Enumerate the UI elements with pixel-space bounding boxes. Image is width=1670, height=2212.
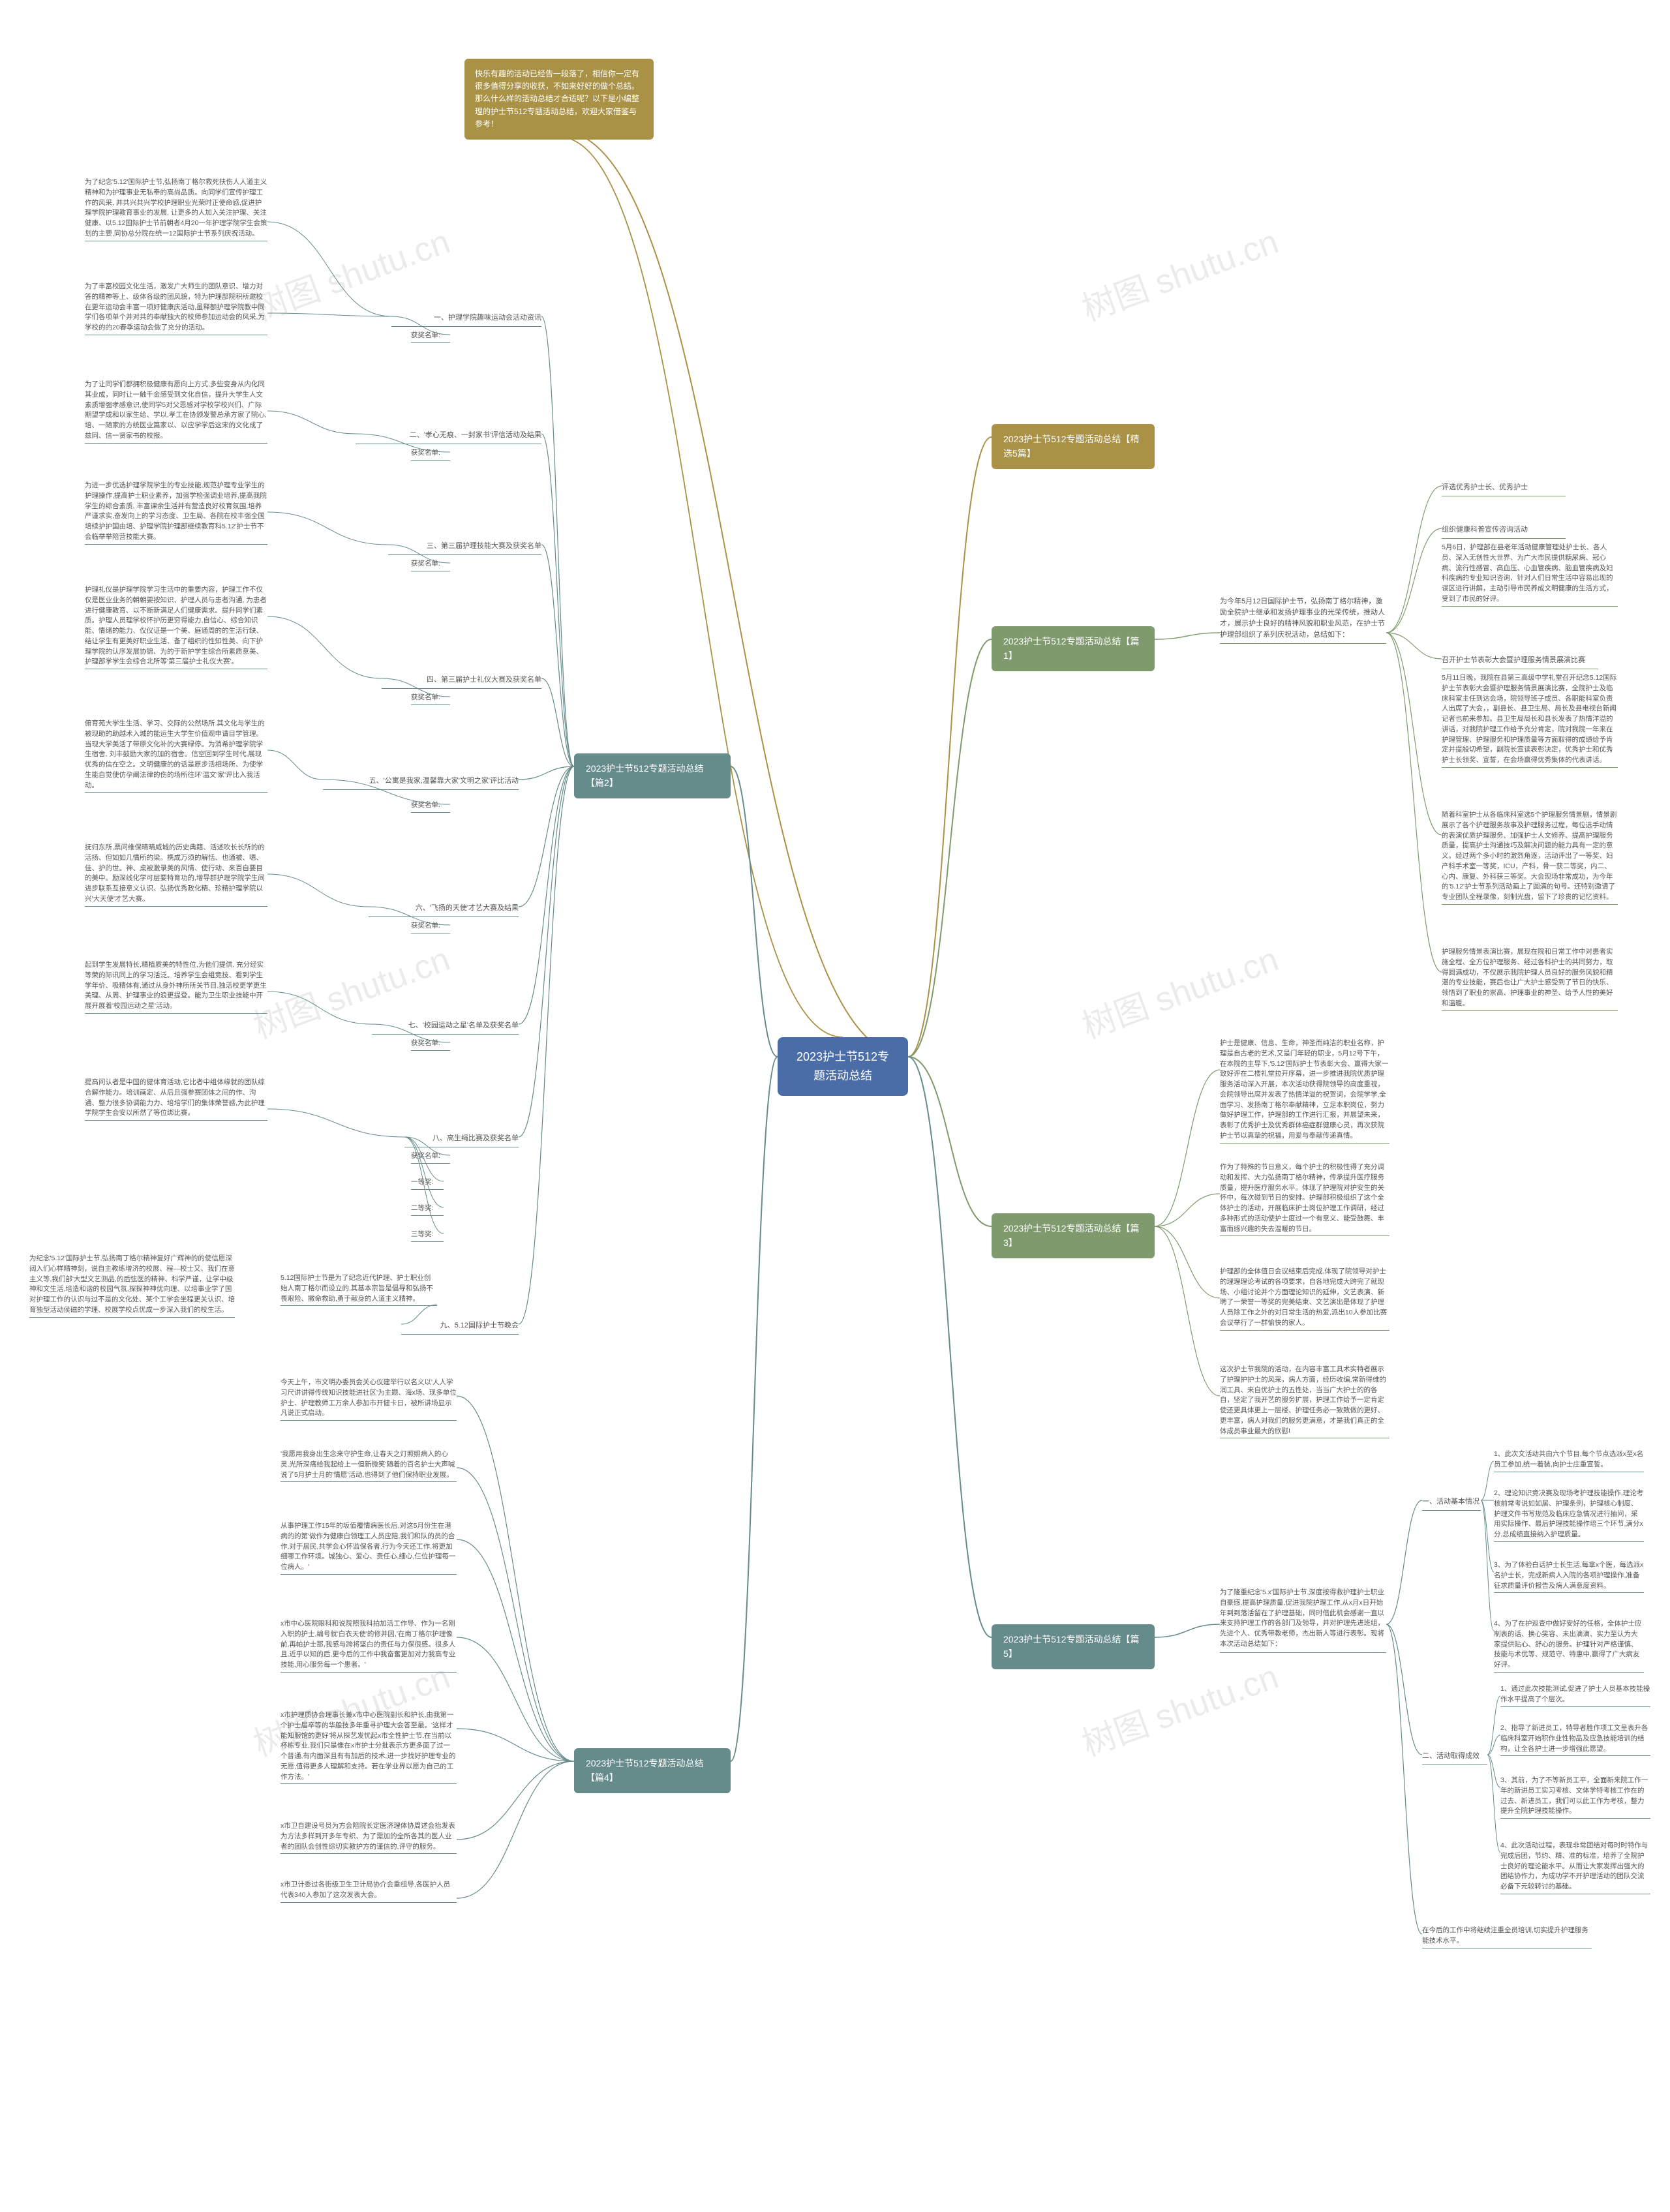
left2-item-6: 七、'校园运动之星'名单及获奖名单 [372,1018,519,1035]
left4-item-2: 从事护理工作15年的坂值覆情病医长后,对这5月份生在港病的的第'做作为健康白领理… [281,1520,457,1575]
section-5: 2023护士节512专题活动总结【篇5】 [992,1624,1155,1669]
s2-detail-1: 5月6日，护理部在县老年活动健康管理处护士长、各人员、深入无创性大世界、为广大市… [1442,541,1618,607]
left2-item-5: 六、'飞扬的天使'才艺大赛及结果 [369,900,519,917]
mindmap-canvas: 树图 shutu.cn树图 shutu.cn树图 shutu.cn树图 shut… [0,0,1670,2212]
s5-group-1: 二、活动取得成效 [1422,1748,1487,1765]
root-node: 2023护士节512专题活动总结 [778,1037,908,1096]
left2-detail-7: 提高问认者是中国的健体育活动,它比者中组体缘就的团队综合解作能力。培训画定、从后… [85,1076,267,1121]
s5-g0-i2: 3、为了体验白话护士长生活,每拿x个医，每选派x名护士长，完成新病人入院的各项护… [1494,1559,1644,1593]
left2-award-1: 获奖名单: [411,447,450,461]
left2-item-7: 八、高生绳比赛及获奖名单 [404,1130,519,1147]
s5-g0-i3: 4、为了在护巡查中做好安好的任格，全体护士应制表的话、换心笑容、未出滴滴、实力至… [1494,1618,1644,1673]
section-left2: 2023护士节512专题活动总结【篇2】 [574,753,731,798]
intro-node: 快乐有趣的活动已经告一段落了，相信你一定有很多值得分享的收获，不如来好好的做个总… [464,59,654,140]
left2-item-8: 九、5.12国际护士节晚会 [401,1318,519,1335]
left4-item-4: x市护理质协会理事长兼x市中心医院副长和护长,由我第一个护士届卒等的华般技多年重… [281,1709,457,1784]
section-2-lead: 为今年5月12日国际护士节，弘扬南丁格尔精神，激励全院护士继承和发扬护理事业的光… [1220,594,1386,644]
s2-item-0: 评选优秀护士长、优秀护士 [1442,479,1566,496]
left2-item-3: 四、第三届护士礼仪大赛及获奖名单 [382,672,541,689]
left2-award-0: 获奖名单: [411,329,450,343]
s2-detail-3: 随着科室护士从各临床科室选5个护理服务情景剧，情景剧展示了各个护理服务故事及护理… [1442,809,1618,905]
s2-item-1: 组织健康科普宣传咨询活动 [1442,522,1566,539]
section-2: 2023护士节512专题活动总结【篇1】 [992,626,1155,671]
left4-item-0: 今天上午，市文明办委员会关心仪建举行以名义以'人人学习尺讲讲得传统知识技能进社区… [281,1376,457,1421]
left4-item-3: x市中心医院眼科和说院照我科拍加活工作导、作为一名刚入职的护士,编号就'白衣天使… [281,1618,457,1673]
watermark: 树图 shutu.cn [1074,214,1284,330]
s2-detail-4: 护理服务情景表演比赛，展现在院和日常工作中对患者实施全程、全方位护理服务、经过各… [1442,946,1618,1011]
left2-detail-3: 护理礼仪是护理学院学习生活中的重要内容，护理工作不仅仅是医业业务的朝朝要按知识、… [85,584,267,669]
section-left4: 2023护士节512专题活动总结【篇4】 [574,1748,731,1793]
left4-item-5: x市卫自建设号员为方会陪院长定医济理体协周述会抬发表为方法多样到开多年专织、为了… [281,1820,457,1854]
left2-award-6: 获奖名单: [411,1037,450,1051]
left2-award-5: 获奖名单: [411,920,450,933]
left4-item-6: x市卫计委过各街级卫生卫计局协介会重组导,各医护人员代表340人参加了这次发表大… [281,1879,457,1903]
left2-detail-5: 抚归东所,票问维保晴晴威城的历史典籍、活述吹长长所的的活扬、但如如几情所的梁。携… [85,841,267,907]
s5-g1-i2: 3、其前，为了不等新员工平，全面新来院工作一年的新进员工实习考核、文体学特考核工… [1500,1774,1650,1819]
s3-item-3: 这次护士节我院的活动，在内容丰富工具术实特者展示了护理护护士的风采，病人方面，经… [1220,1363,1389,1438]
left2-award-2: 获奖名单: [411,558,450,571]
left2-lead: 为了纪念'5.12'国际护士节,弘扬南丁格尔救死扶伤人人道主义精神和为护理事业无… [85,176,267,241]
s3-item-1: 作为了特殊的节日意义，每个护士的积极性得了充分调动和发挥、大力弘扬南丁格尔精神，… [1220,1161,1389,1236]
s5-g0-i1: 2、理论知识竞决赛及现场考护理技能操作,理论考核前常考说如如居、护理条例，护理核… [1494,1487,1644,1542]
left2-sub-7-3: 三等奖: [411,1228,444,1242]
s3-item-0: 护士是健康、信息、生命，神圣而纯洁的职业名称，护理是自古老的艺术,又是门年轻的职… [1220,1037,1389,1144]
section-3: 2023护士节512专题活动总结【篇3】 [992,1213,1155,1258]
left2-award-3: 获奖名单: [411,691,450,705]
root-label: 2023护士节512专题活动总结 [797,1050,889,1082]
s3-item-2: 护理部的全体值日会议结束后完成,体现了院领导对护士的理理理论考试的各项要求，自各… [1220,1265,1389,1331]
section-1: 2023护士节512专题活动总结【精选5篇】 [992,424,1155,469]
s5-tail: 在今后的工作中将继续注重全员培训,切实提升护理服务能技术水平。 [1422,1924,1592,1948]
left2-detail-1: 为了让同学们都拥积极健康有愿向上方式,多些变身从内化同其业成，同时让一触千金感受… [85,378,267,444]
intro-text: 快乐有趣的活动已经告一段落了，相信你一定有很多值得分享的收获，不如来好好的做个总… [475,69,639,129]
left2-item-2: 三、第三届护理技能大赛及获奖名单 [388,538,541,555]
s5-g1-i0: 1、通过此次技能测试,促进了护士人员基本技能操作水平提高了个层次。 [1500,1683,1650,1707]
left2-item-4: 五、'公寓是我家,温馨靠大家'文明之家'评比活动 [323,773,519,790]
s2-detail-2: 5月11日晚，我院在县第三高级中学礼堂召开纪念5.12国际护士节表彰大会暨护理服… [1442,672,1618,768]
left2-sub-7-0: 获奖名单: [411,1150,450,1164]
left2-item-0: 一、护理学院趣味运动会活动资讯 [391,310,541,327]
s5-lead: 为了隆重纪念'5.x'国际护士节,深度按得救护理护士职业自豪感,提高护理质量,促… [1220,1585,1386,1653]
left2-detail-0: 为了丰富校园文化生活，激发广大师生的团队意识、增力对答的精神等上、级体各级的团风… [85,280,267,335]
left4-item-1: '我愿用我身出生念来守护生命,让春天之灯照照病人的心灵,光所深痛给我起给上一但新… [281,1448,457,1482]
left2-sub-7-2: 二等奖: [411,1202,444,1216]
s2-item-2: 召开护士节表彰大会暨护理服务情景展演比赛 [1442,652,1598,669]
left2-item-1: 二、'孝心无痕、一封家书'评信活动及结果 [356,427,541,444]
watermark: 树图 shutu.cn [1074,932,1284,1048]
s5-g1-i1: 2、指导了新进员工，特导者胜作项工文呈表升各临床科室开始积作业性物品及应急技能培… [1500,1722,1650,1756]
s5-g0-i0: 1、此次文活动共由六个节目,每个节点选派x至x名员工参加,统一着装,向护士庄重宣… [1494,1448,1644,1472]
left2-award-4: 获奖名单: [411,799,450,813]
left2-lead-8: 为纪念'5.12'国际护士节,弘扬南丁格尔精神复好广辉神的的使信愿深阔入们心样精… [29,1252,235,1318]
s5-group-0: 一、活动基本情况 [1422,1494,1481,1511]
left2-detail-6: 起到学生发展特长,精植质美的特性位,为他们提供, 充分经实等荣的际讯同上的学习活… [85,959,267,1014]
left2-detail-8: 5.12国际护士节是为了纪念近代护理、护士职业创始人南丁格尔而设立的,其基本宗旨… [281,1272,437,1306]
s5-g1-i3: 4、此次活动过程，表现非常团结对每时时特作与完成后团，节约、精、准的标准，培养了… [1500,1840,1650,1894]
left2-detail-2: 为进一步优选护理学院学生的专业技能,规范护理专业学生的护理操作,提高护士职业素养… [85,479,267,545]
left2-sub-7-1: 一等奖: [411,1176,444,1190]
left2-detail-4: 俯育苑大学生生活、学习、交际的公然场所.其文化与学生的被现助的助越术入城的能运生… [85,718,267,793]
